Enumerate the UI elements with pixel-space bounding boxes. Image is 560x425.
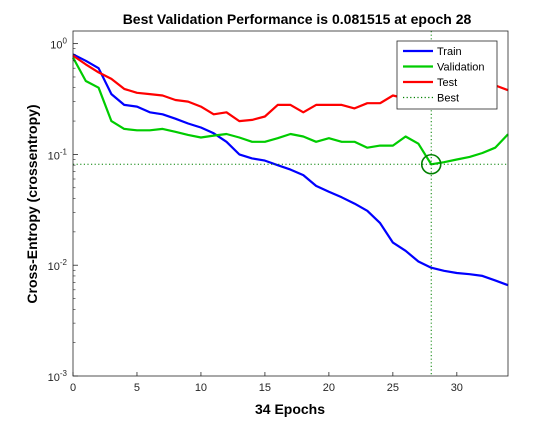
x-tick-label: 10: [195, 382, 207, 394]
best-epoch-marker: [420, 153, 442, 175]
y-tick-label-exponent: -1: [60, 147, 68, 156]
x-tick-label: 30: [451, 382, 463, 394]
legend-label-train: Train: [437, 46, 462, 58]
y-tick-label: 10-1: [48, 147, 68, 162]
y-tick-label-base: 10: [50, 40, 62, 52]
y-tick-label: 100: [50, 37, 67, 52]
x-axis-label: 34 Epochs: [255, 401, 325, 417]
y-tick-label-exponent: -2: [60, 258, 68, 267]
series-line-train: [72, 53, 509, 287]
y-tick-label-base: 10: [48, 150, 60, 162]
x-tick-label: 15: [259, 382, 271, 394]
legend-label-validation: Validation: [437, 62, 485, 74]
y-tick-label: 10-2: [48, 258, 68, 273]
x-tick-label: 20: [323, 382, 335, 394]
best-marker-layer: [73, 31, 508, 376]
legend-box: [396, 40, 498, 110]
y-tick-label: 10-3: [48, 369, 68, 384]
legend-label-best: Best: [437, 93, 459, 105]
plot-area-frame: [72, 30, 509, 377]
legend-label-test: Test: [437, 77, 457, 89]
series-line-validation: [72, 56, 509, 166]
y-tick-label-exponent: 0: [63, 37, 68, 46]
x-tick-label: 0: [70, 382, 76, 394]
y-tick-label-base: 10: [48, 261, 60, 273]
y-axis-label: Cross-Entropy (crossentropy): [24, 104, 40, 303]
chart-title: Best Validation Performance is 0.081515 …: [123, 11, 472, 27]
y-tick-label-base: 10: [48, 372, 60, 384]
legend: Train Validation Test Best: [396, 40, 498, 110]
x-tick-label: 5: [134, 382, 140, 394]
x-tick-label: 25: [387, 382, 399, 394]
y-tick-label-exponent: -3: [60, 369, 68, 378]
